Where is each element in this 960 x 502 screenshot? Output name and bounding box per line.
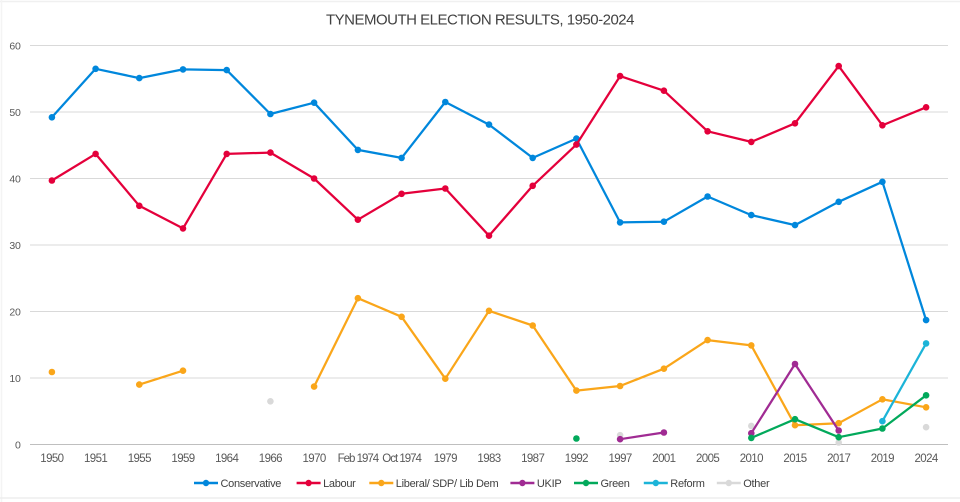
svg-text:0: 0 <box>15 440 21 452</box>
svg-text:2024: 2024 <box>915 453 939 465</box>
svg-text:2019: 2019 <box>871 453 894 465</box>
svg-text:50: 50 <box>9 107 21 119</box>
svg-text:Labour: Labour <box>323 478 356 490</box>
svg-text:2017: 2017 <box>827 453 850 465</box>
svg-text:1959: 1959 <box>171 453 194 465</box>
svg-text:Liberal/ SDP/ Lib Dem: Liberal/ SDP/ Lib Dem <box>396 478 499 490</box>
svg-text:TYNEMOUTH ELECTION RESULTS, 19: TYNEMOUTH ELECTION RESULTS, 1950-2024 <box>326 11 634 28</box>
svg-text:Feb 1974: Feb 1974 <box>338 453 380 465</box>
svg-text:1955: 1955 <box>128 453 151 465</box>
svg-text:1950: 1950 <box>40 453 63 465</box>
svg-text:Oct 1974: Oct 1974 <box>382 453 422 465</box>
svg-text:1951: 1951 <box>84 453 107 465</box>
svg-text:10: 10 <box>9 373 21 385</box>
svg-text:2005: 2005 <box>696 453 719 465</box>
svg-text:2010: 2010 <box>740 453 763 465</box>
svg-text:1987: 1987 <box>521 453 544 465</box>
svg-text:1966: 1966 <box>259 453 282 465</box>
svg-text:1997: 1997 <box>609 453 632 465</box>
svg-text:1970: 1970 <box>303 453 326 465</box>
svg-text:1964: 1964 <box>215 453 239 465</box>
svg-text:1979: 1979 <box>434 453 457 465</box>
svg-text:30: 30 <box>9 240 21 252</box>
svg-text:1992: 1992 <box>565 453 588 465</box>
svg-text:2001: 2001 <box>652 453 675 465</box>
svg-text:2015: 2015 <box>783 453 806 465</box>
svg-text:Conservative: Conservative <box>221 478 282 490</box>
svg-text:20: 20 <box>9 307 21 319</box>
svg-text:60: 60 <box>9 41 21 53</box>
svg-text:Other: Other <box>743 478 770 490</box>
svg-text:1983: 1983 <box>477 453 500 465</box>
svg-text:40: 40 <box>9 174 21 186</box>
svg-text:Green: Green <box>601 478 630 490</box>
svg-text:Reform: Reform <box>670 478 704 490</box>
svg-text:UKIP: UKIP <box>537 478 561 490</box>
